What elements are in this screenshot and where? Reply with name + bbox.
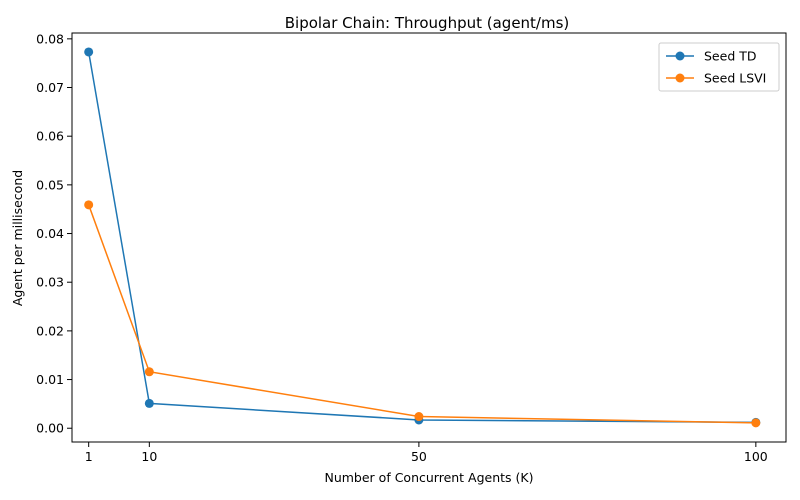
y-tick-label: 0.05 bbox=[36, 177, 64, 192]
y-tick-label: 0.01 bbox=[36, 372, 64, 387]
x-tick-label: 1 bbox=[85, 449, 93, 464]
legend-swatch-marker bbox=[675, 51, 685, 61]
y-tick-label: 0.02 bbox=[36, 323, 64, 338]
plot-area bbox=[71, 32, 787, 443]
y-axis: 0.00 0.01 0.02 0.03 0.04 0.05 0.06 0.07 0.08 bbox=[36, 31, 72, 436]
legend-box bbox=[658, 42, 780, 92]
series-line-1 bbox=[87, 51, 756, 424]
x-tick-label: 10 bbox=[141, 449, 157, 464]
y-tick-label: 0.07 bbox=[36, 80, 64, 95]
legend: Seed TD Seed LSVI bbox=[658, 42, 780, 92]
y-tick-label: 0.03 bbox=[36, 275, 64, 290]
y-tick-label: 0.06 bbox=[36, 129, 64, 144]
series-line-2 bbox=[87, 204, 756, 424]
y-tick-label: 0.04 bbox=[36, 226, 64, 241]
chart-title: Bipolar Chain: Throughput (agent/ms) bbox=[285, 14, 570, 32]
legend-entry-label: Seed LSVI bbox=[704, 71, 766, 86]
y-tick-label: 0.00 bbox=[36, 421, 64, 436]
data-point bbox=[414, 412, 424, 422]
x-axis: 1 10 50 100 bbox=[85, 442, 768, 464]
x-axis-label: Number of Concurrent Agents (K) bbox=[324, 470, 533, 485]
legend-entry-label: Seed TD bbox=[704, 49, 756, 64]
data-point bbox=[144, 398, 154, 408]
y-axis-label: Agent per millisecond bbox=[10, 170, 25, 306]
x-tick-label: 100 bbox=[744, 449, 768, 464]
series-layer bbox=[84, 47, 761, 428]
legend-swatch-marker bbox=[675, 73, 685, 83]
data-point bbox=[84, 47, 94, 57]
x-tick-label: 50 bbox=[411, 449, 427, 464]
data-point bbox=[751, 418, 761, 428]
y-tick-label: 0.08 bbox=[36, 31, 64, 46]
plot-frame bbox=[71, 32, 787, 443]
data-point bbox=[84, 200, 94, 210]
data-point bbox=[144, 367, 154, 377]
